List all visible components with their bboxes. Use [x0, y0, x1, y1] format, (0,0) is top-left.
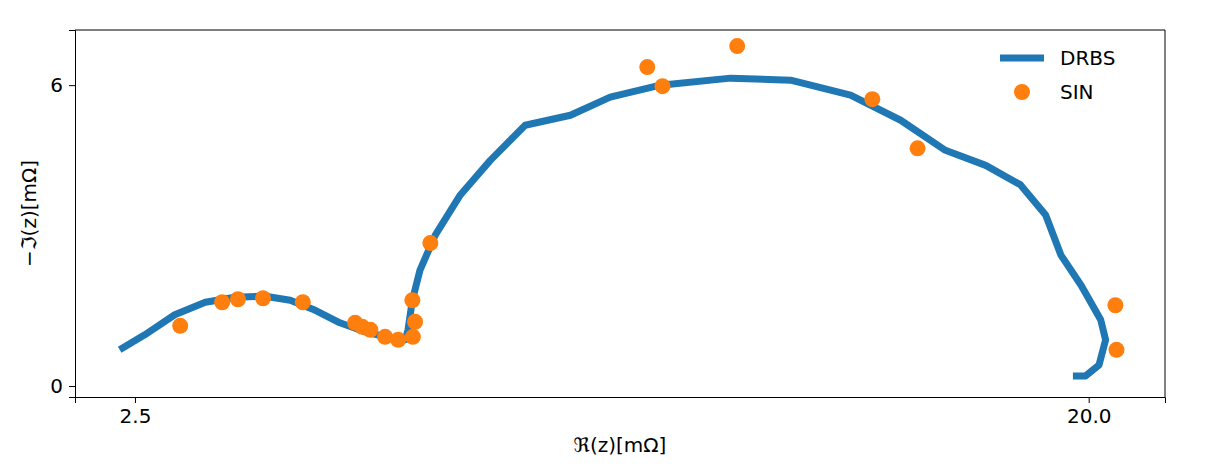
y-axis-title: −ℑ(z)[mΩ]: [17, 160, 41, 267]
frame-top: [75, 30, 1165, 31]
point: [404, 292, 420, 308]
tick-mark: [1089, 397, 1090, 403]
marks: [120, 38, 1125, 376]
legend-entry: SIN: [1014, 80, 1094, 104]
point: [864, 91, 880, 107]
tick-mark: [135, 397, 136, 403]
tick: 20.0: [1067, 397, 1112, 428]
y-axis: 06: [50, 31, 75, 398]
point: [405, 329, 421, 345]
x-axis-title: ℜ(z)[mΩ]: [574, 433, 667, 457]
legend-entry: DRBS: [1000, 46, 1115, 70]
legend: DRBS SIN: [1000, 46, 1115, 104]
tick: 2.5: [120, 397, 152, 428]
point: [910, 140, 926, 156]
axis-line: [76, 398, 1166, 404]
tick-label: 0: [50, 374, 63, 398]
chart: 2.520.006DRBSSINℜ(z)[mΩ]−ℑ(z)[mΩ]: [0, 0, 1206, 476]
legend-swatch: [1014, 84, 1030, 100]
tick-label: 20.0: [1067, 404, 1112, 428]
point: [214, 294, 230, 310]
plot: 2.520.006DRBSSIN: [50, 30, 1165, 428]
x-axis: 2.5 20.0: [76, 397, 1166, 428]
point: [422, 235, 438, 251]
frame-right: [1165, 30, 1166, 397]
point: [362, 322, 378, 338]
point: [255, 290, 271, 306]
tick-label: 2.5: [120, 404, 152, 428]
point: [729, 38, 745, 54]
tick-mark: [69, 85, 75, 86]
axis-line: [69, 31, 76, 398]
legend-label: SIN: [1060, 80, 1094, 104]
tick: 0: [50, 374, 75, 398]
tick-mark: [69, 386, 75, 387]
point: [295, 294, 311, 310]
point: [1108, 342, 1124, 358]
tick: 6: [50, 73, 75, 97]
point: [172, 318, 188, 334]
line: [120, 78, 1106, 376]
point: [407, 314, 423, 330]
point: [390, 332, 406, 348]
legend-label: DRBS: [1060, 46, 1115, 70]
point: [639, 59, 655, 75]
legend-swatch: [1000, 55, 1044, 62]
tick-label: 6: [50, 73, 63, 97]
point: [1107, 297, 1123, 313]
point: [230, 291, 246, 307]
point: [655, 78, 671, 94]
